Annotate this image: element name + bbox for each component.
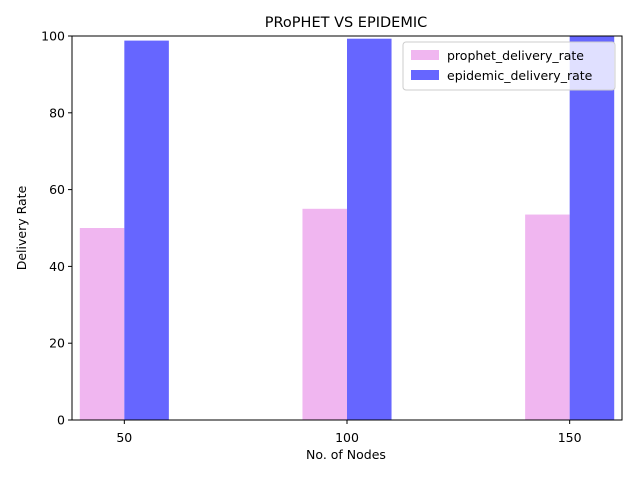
legend-box [402, 41, 616, 91]
plot-area [79, 36, 615, 421]
x-tick-label: 50 [116, 430, 132, 445]
chart-title: PRoPHET VS EPIDEMIC [265, 15, 427, 31]
bar-prophet-150 [525, 214, 570, 420]
x-tick-label: 100 [335, 430, 359, 445]
y-tick-label: 100 [41, 29, 65, 44]
y-tick-label: 60 [49, 182, 65, 197]
x-axis-label: No. of Nodes [306, 447, 386, 462]
bar-epidemic-100 [347, 38, 392, 421]
legend-label: prophet_delivery_rate [447, 48, 584, 63]
legend-swatch [411, 70, 439, 80]
legend-swatch [411, 50, 439, 60]
legend-label: epidemic_delivery_rate [447, 68, 593, 83]
bar-prophet-50 [79, 228, 125, 420]
y-tick-label: 0 [57, 413, 65, 428]
y-tick-label: 40 [49, 259, 65, 274]
legend: prophet_delivery_rate epidemic_delivery_r… [402, 41, 616, 91]
y-tick-label: 20 [49, 336, 65, 351]
y-axis-label: Delivery Rate [14, 185, 29, 270]
bar-epidemic-50 [124, 40, 169, 420]
x-axis: 50 100 150 [116, 420, 582, 445]
x-tick-label: 150 [558, 430, 582, 445]
y-axis: 0 20 40 60 80 100 [41, 29, 72, 428]
y-tick-label: 80 [49, 105, 65, 120]
bar-prophet-100 [302, 208, 347, 420]
bar-epidemic-150 [569, 36, 615, 420]
